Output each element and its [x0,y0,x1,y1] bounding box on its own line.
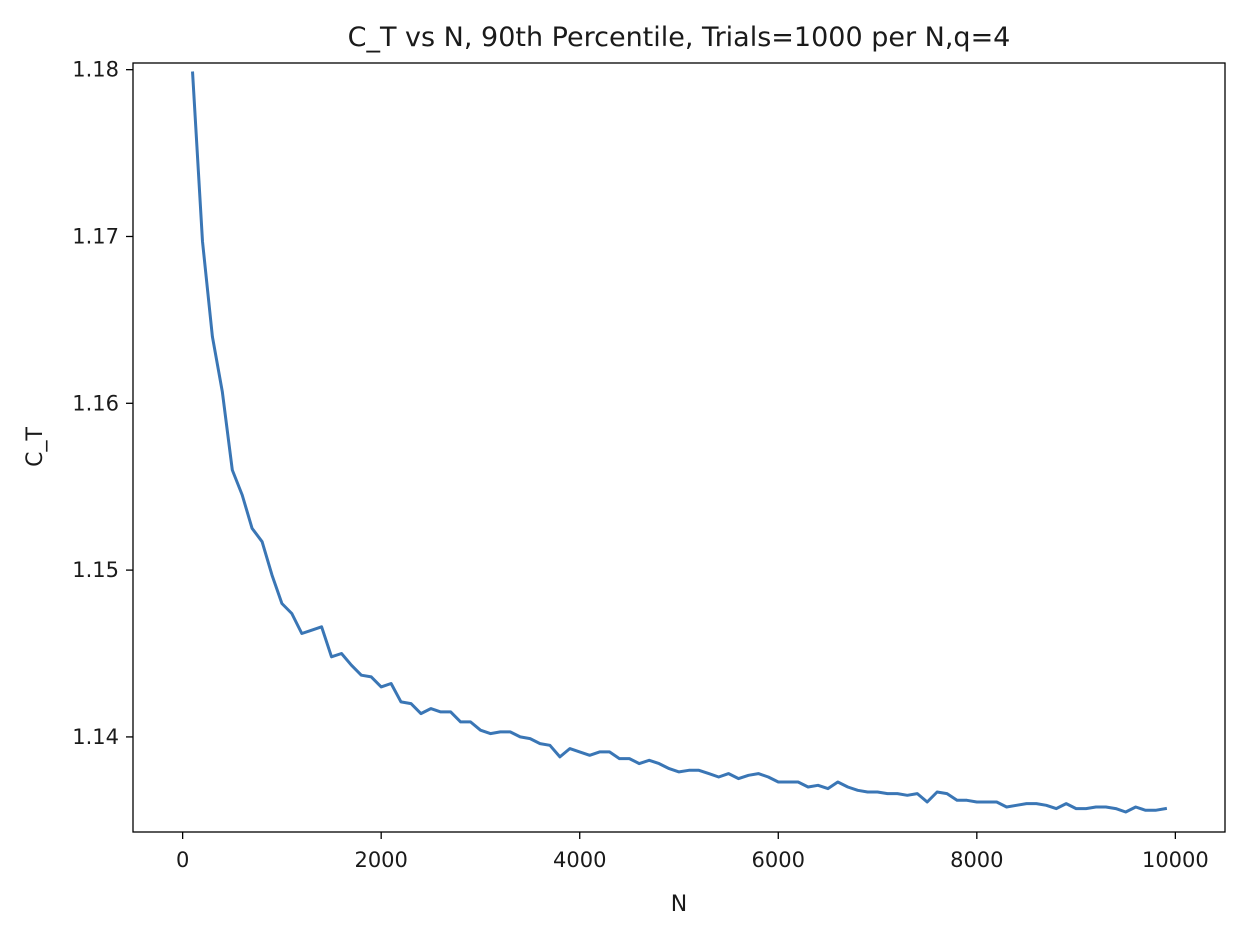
x-tick-label: 0 [176,848,189,872]
x-tick-label: 2000 [354,848,407,872]
y-tick-label: 1.18 [72,58,119,82]
x-tick-label: 10000 [1142,848,1209,872]
series-line [191,71,1168,814]
y-axis: 1.14 1.15 1.16 1.17 1.18 [72,58,133,749]
y-tick-label: 1.15 [72,558,119,582]
x-tick-label: 8000 [950,848,1003,872]
plot-frame [132,62,1226,833]
y-tick-label: 1.14 [72,725,119,749]
plot-series [191,71,1168,814]
chart-title: C_T vs N, 90th Percentile, Trials=1000 p… [348,22,1011,53]
y-tick-label: 1.16 [72,391,119,415]
y-tick-label: 1.17 [72,224,119,248]
x-tick-label: 6000 [752,848,805,872]
x-axis: 0 2000 4000 6000 8000 10000 [176,832,1209,872]
x-axis-label: N [671,892,687,917]
x-tick-label: 4000 [553,848,606,872]
y-axis-label: C_T [23,427,48,467]
